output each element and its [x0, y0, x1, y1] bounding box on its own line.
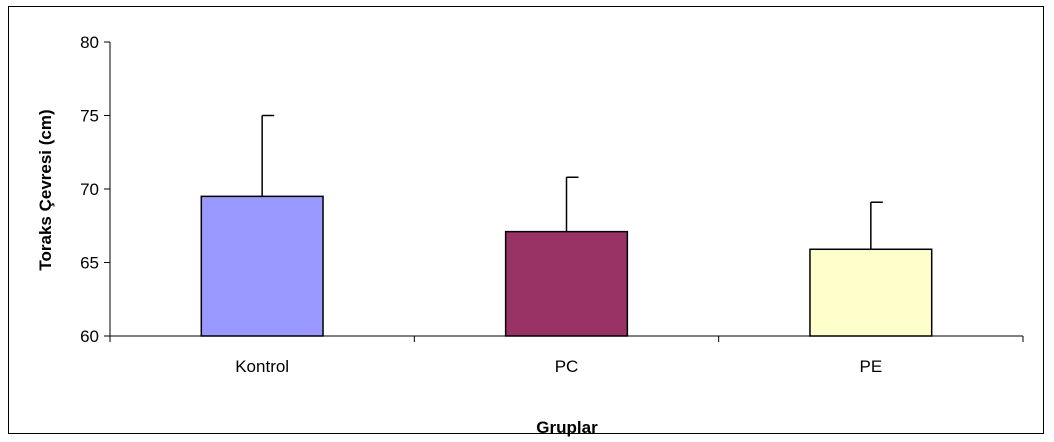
y-tick-label: 80 — [80, 33, 99, 52]
x-tick-label: Kontrol — [235, 357, 289, 376]
y-tick-label: 75 — [80, 107, 99, 126]
bar-pc — [504, 230, 629, 337]
y-tick-label: 65 — [80, 254, 99, 273]
x-tick-label: PE — [859, 357, 882, 376]
bars — [200, 114, 933, 337]
bar-kontrol — [200, 195, 324, 337]
x-axis: Kontrol PC PE — [109, 335, 1024, 376]
y-axis-title: Toraks Çevresi (cm) — [36, 109, 55, 270]
x-tick-label: PC — [555, 357, 579, 376]
y-tick-label: 60 — [80, 327, 99, 346]
y-tick-label: 70 — [80, 180, 99, 199]
y-axis: 60 65 70 75 80 — [80, 33, 111, 346]
bar-pe — [809, 248, 933, 337]
x-axis-title: Gruplar — [536, 418, 598, 437]
